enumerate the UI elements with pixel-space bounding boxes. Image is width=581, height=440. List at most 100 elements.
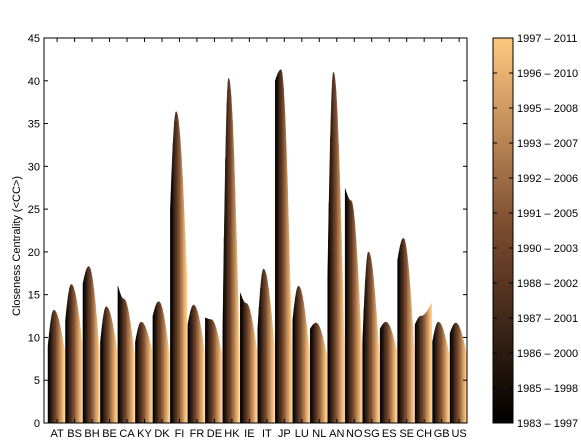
- y-tick-label: 5: [34, 375, 40, 387]
- ribbon-nl-w10: [322, 336, 325, 424]
- ribbon-bs-w9: [76, 300, 79, 424]
- y-tick-label: 25: [28, 204, 40, 216]
- ribbon-dk-w7: [160, 304, 163, 424]
- x-tick-label: AT: [50, 428, 64, 440]
- series-an: [327, 71, 345, 424]
- ribbon-bs-w10: [77, 309, 80, 424]
- ribbon-fi-w12: [185, 244, 188, 424]
- ribbon-lu-w3: [295, 289, 298, 424]
- ribbon-dk-w6: [159, 301, 162, 424]
- ribbon-an-w12: [342, 291, 345, 424]
- ribbon-ca-w2: [119, 290, 121, 424]
- ribbon-sg-w12: [377, 334, 380, 424]
- x-tick-label: CH: [416, 428, 432, 440]
- x-tick-label: DK: [154, 428, 170, 440]
- ribbon-de-w8: [214, 324, 217, 424]
- series-ca: [117, 286, 135, 424]
- x-tick-label: KY: [137, 428, 152, 440]
- colorbar-label: 1996 – 2010: [517, 68, 578, 80]
- colorbar-label: 1990 – 2003: [517, 243, 578, 255]
- colorbar-label: 1993 – 2007: [517, 138, 578, 150]
- ribbon-no-w8: [354, 223, 357, 424]
- ribbon-at-w9: [58, 321, 61, 424]
- ribbon-dk-w2: [154, 306, 156, 424]
- ribbon-be-w7: [108, 309, 111, 424]
- ribbon-it-w4: [261, 269, 264, 424]
- series-es: [379, 321, 397, 424]
- ribbon-ca-w8: [127, 307, 130, 424]
- ribbon-it-w5: [263, 268, 265, 424]
- ribbon-se-w11: [411, 306, 413, 424]
- ribbon-ky-w5: [140, 321, 143, 424]
- ribbon-ca-w5: [123, 298, 126, 424]
- ribbon-es-w4: [384, 321, 386, 424]
- ribbon-hk-w7: [230, 95, 233, 424]
- ribbon-de-w7: [213, 321, 216, 424]
- ribbon-ca-w12: [132, 343, 135, 424]
- ribbon-dk-w4: [156, 301, 159, 424]
- ribbon-bs-w5: [70, 284, 73, 424]
- ribbon-it-w6: [264, 269, 267, 424]
- ribbon-sg-w9: [373, 280, 376, 424]
- ribbon-fr-w6: [194, 304, 197, 424]
- ribbon-lu-w5: [298, 285, 300, 424]
- ribbon-fi-w4: [174, 111, 177, 424]
- ribbon-an-w7: [335, 89, 338, 424]
- ribbon-fr-w1: [187, 317, 190, 424]
- ribbon-ch-w8: [424, 311, 427, 424]
- ribbon-de-w5: [210, 319, 213, 424]
- ribbon-no-w4: [349, 198, 351, 424]
- ribbon-ch-w12: [430, 303, 432, 424]
- ribbon-se-w6: [404, 239, 407, 424]
- ribbon-fi-w5: [175, 111, 178, 424]
- ribbon-ky-w6: [142, 322, 144, 424]
- ribbon-ky-w4: [139, 321, 142, 424]
- ribbon-ch-w10: [427, 307, 430, 424]
- ribbon-bh-w3: [85, 268, 88, 424]
- ribbon-se-w1: [397, 252, 400, 424]
- ribbon-gb-w5: [437, 321, 440, 424]
- ribbon-bh-w11: [96, 319, 99, 424]
- ribbon-jp-w4: [279, 69, 281, 424]
- ribbon-se-w4: [401, 237, 404, 424]
- ribbon-ca-w10: [130, 322, 132, 424]
- ribbon-jp-w9: [286, 147, 288, 424]
- colorbar-label: 1991 – 2005: [517, 208, 578, 220]
- ribbon-lu-w10: [304, 313, 307, 424]
- colorbar-gradient: [492, 37, 514, 424]
- ribbon-ca-w9: [128, 314, 131, 424]
- ribbon-an-w1: [327, 202, 330, 424]
- ribbon-ky-w12: [150, 344, 153, 424]
- ribbon-bh-w4: [86, 266, 89, 424]
- x-tick-label: ES: [382, 428, 397, 440]
- series-fr: [187, 304, 205, 424]
- ribbon-fi-w7: [178, 122, 181, 424]
- series-dk: [152, 301, 170, 424]
- ribbon-fi-w2: [171, 142, 174, 424]
- ribbon-us-w7: [458, 324, 460, 424]
- ribbon-bs-w7: [73, 288, 76, 424]
- ribbon-fr-w8: [197, 311, 200, 424]
- ribbon-ch-w4: [418, 315, 421, 424]
- series-nl: [309, 322, 327, 424]
- ribbon-se-w12: [412, 327, 415, 424]
- ribbon-de-w9: [216, 329, 218, 424]
- ribbon-be-w6: [107, 306, 109, 424]
- ribbon-jp-w12: [290, 294, 293, 424]
- ribbon-ie-w9: [251, 316, 253, 424]
- ribbon-ie-w8: [249, 310, 252, 424]
- ribbon-us-w8: [459, 327, 462, 424]
- ribbon-sg-w7: [370, 258, 373, 424]
- y-tick-label: 35: [28, 119, 40, 131]
- colorbar-label: 1987 – 2001: [517, 313, 578, 325]
- series-hk: [222, 77, 240, 424]
- ribbon-sg-w5: [367, 251, 370, 424]
- ribbon-no-w1: [344, 188, 347, 424]
- ribbon-at-w6: [54, 310, 57, 424]
- series-de: [205, 317, 223, 424]
- ribbon-be-w4: [104, 306, 107, 424]
- ribbon-hk-w11: [236, 243, 239, 424]
- ribbon-fi-w3: [172, 121, 175, 424]
- ribbon-hk-w10: [235, 195, 237, 424]
- ribbon-de-w10: [217, 334, 220, 424]
